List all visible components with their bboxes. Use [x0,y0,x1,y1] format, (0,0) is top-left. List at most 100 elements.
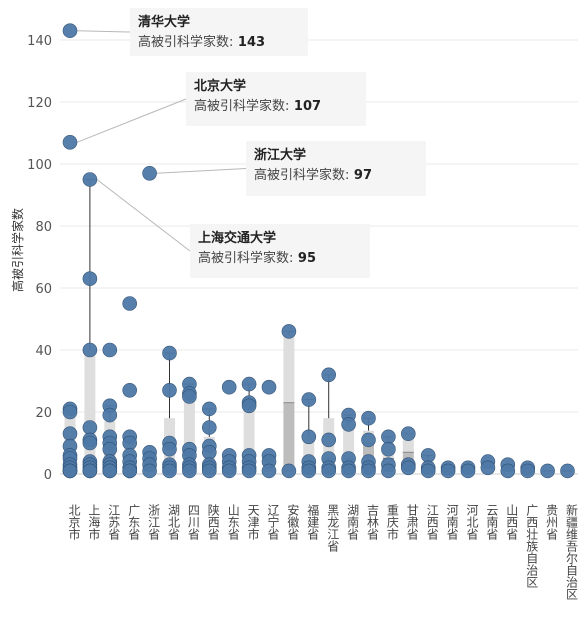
data-point [321,463,337,479]
annotation-box [130,8,308,56]
x-tick-label: 江苏省 [107,504,121,540]
data-point [162,441,177,457]
data-point [162,345,177,361]
x-tick-label: 重庆市 [385,504,399,540]
data-point [400,426,416,442]
y-axis-label: 高被引科学家数 [10,208,25,292]
x-tick-label: 陕西省 [206,503,220,540]
data-point [361,432,376,448]
data-point [82,463,98,479]
data-point [241,463,257,479]
annotation-title: 北京大学 [194,78,246,94]
box-upper-half [343,424,355,459]
annotation-leader [76,30,131,33]
data-point [440,463,456,479]
box-upper-half [303,436,315,462]
data-point [500,463,516,479]
data-point [420,463,436,479]
x-tick-label: 北京市 [67,504,81,540]
data-point [182,463,197,479]
y-tick-label: 80 [35,220,52,235]
x-tick-label: 贵州省 [545,504,559,540]
annotation-title: 清华大学 [138,14,190,30]
x-tick-label: 上海市 [87,504,101,540]
data-point [321,367,337,383]
annotation-box [190,224,370,278]
data-point [202,444,217,460]
y-tick-label: 120 [27,96,52,111]
data-point [381,441,396,457]
annotation-value-line: 高被引科学家数: 95 [198,250,316,266]
x-tick-label: 辽宁省 [266,504,280,540]
data-point [122,435,137,451]
annotation-label: 高被引科学家数: [138,34,233,50]
y-tick-label: 60 [35,282,52,297]
y-tick-label: 40 [35,344,52,359]
x-axis-ticks: 北京市 上海市 江苏省 广东省 浙江省 湖北省 四川省 陕西省 山东省 天津市 辽宁省 安徽省 福建省黑… [67,503,579,600]
annotation-leader [76,98,187,143]
data-point [261,463,277,479]
data-point [102,407,118,423]
annotation-title: 上海交通大学 [198,230,276,246]
box-lower-half [283,402,295,471]
data-point [62,135,78,150]
x-tick-label: 山东省 [226,504,240,540]
x-tick-label: 广东省 [127,504,141,540]
data-point [341,417,356,432]
annotation-label: 高被引科学家数: [194,98,289,114]
annotation-label: 高被引科学家数: [198,250,293,266]
data-point [480,460,496,476]
annotation-label: 高被引科学家数: [254,167,349,183]
data-point [321,432,337,448]
data-point [62,463,78,479]
x-tick-label: 河南省 [445,504,459,540]
data-point [281,324,297,339]
data-point [520,463,536,479]
annotation-value: 143 [233,35,265,50]
x-tick-label: 天津市 [246,504,260,540]
y-tick-label: 140 [27,34,52,49]
x-tick-label: 新疆维吾尔自治区 [565,503,579,600]
x-tick-label: 黑龙江省 [326,504,340,552]
annotation-value-line: 高被引科学家数: 97 [254,167,372,183]
data-point [540,463,555,479]
box-upper-half [402,433,414,453]
data-point [381,463,396,479]
x-tick-label: 广西壮族自治区 [525,504,539,588]
data-point [62,404,78,420]
x-tick-label: 湖北省 [167,503,181,540]
y-tick-label: 100 [27,158,52,173]
data-point [162,463,177,479]
x-tick-label: 云南省 [485,504,499,540]
data-point [82,435,98,451]
annotation-value: 95 [293,251,316,266]
annotation-value: 97 [349,168,372,183]
data-point [82,172,98,187]
data-point [301,463,317,479]
annotation-value-line: 高被引科学家数: 143 [138,34,265,50]
annotation-box [246,141,426,196]
x-tick-label: 江西省 [425,504,439,540]
data-point [381,429,396,445]
data-point [560,463,575,479]
data-point [281,463,297,479]
data-point [221,379,237,395]
data-point [241,398,257,414]
data-point [122,296,137,311]
data-point [241,376,257,392]
annotation-leader [156,168,247,174]
annotation-value-line: 高被引科学家数: 107 [194,98,321,114]
x-tick-label: 山西省 [505,504,519,540]
annotation-value: 107 [289,99,321,114]
data-point [142,463,157,479]
data-point [261,379,277,395]
y-tick-label: 20 [35,406,52,421]
data-point [62,23,78,39]
box-upper-half [283,334,295,403]
data-point [420,448,436,463]
box-upper-half [243,405,255,462]
data-point [122,382,137,398]
data-point [202,463,217,479]
data-point [301,392,317,407]
